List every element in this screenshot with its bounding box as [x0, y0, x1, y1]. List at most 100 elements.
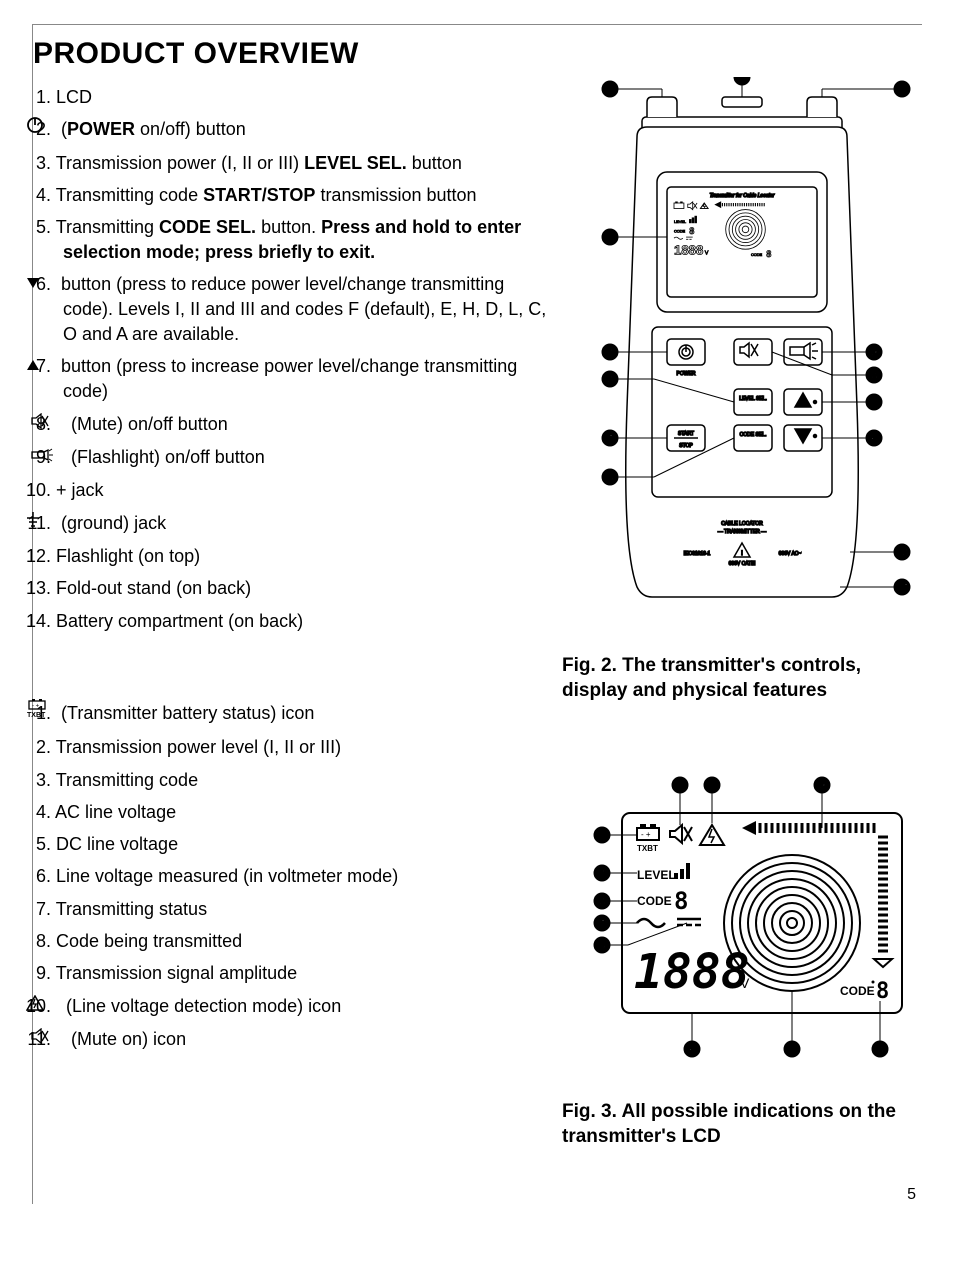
- item-text: + jack: [56, 480, 104, 500]
- svg-text:8: 8: [876, 979, 889, 1004]
- item-number: 9.: [33, 961, 51, 985]
- item-text: transmission button: [315, 185, 476, 205]
- svg-text:7: 7: [871, 397, 877, 409]
- svg-text:CABLE LOCATOR: CABLE LOCATOR: [721, 521, 763, 527]
- list-item: 5. Transmitting CODE SEL. button. Press …: [33, 215, 550, 264]
- svg-text:V: V: [705, 251, 709, 257]
- fig2-diagram: Transmitter for Cable Locator LEVEL CODE…: [562, 77, 922, 642]
- fig3-diagram: - + TXBT LEVEL CODE 8: [562, 773, 922, 1088]
- list-item: 8. (Mute) on/off button: [33, 412, 550, 437]
- item-text: button.: [256, 217, 321, 237]
- item-text: Transmission power (I, II or III): [56, 153, 304, 173]
- item-number: 4.: [33, 800, 51, 824]
- left-column: 1. LCD 2. (POWER on/off) button 3. Trans…: [33, 77, 550, 1150]
- svg-text:13: 13: [896, 547, 908, 559]
- item-text: DC line voltage: [56, 834, 178, 854]
- svg-text:6: 6: [871, 433, 877, 445]
- list-item: 13. Fold-out stand (on back): [33, 576, 550, 600]
- page-title: PRODUCT OVERVIEW: [33, 37, 922, 71]
- svg-text:CODE: CODE: [840, 984, 875, 998]
- item-text: Transmitting: [56, 217, 159, 237]
- item-text: (Transmitter battery status) icon: [61, 703, 314, 723]
- item-number: 6.: [33, 864, 51, 888]
- list-item: 3. Transmission power (I, II or III) LEV…: [33, 151, 550, 175]
- svg-text:LEVEL SEL.: LEVEL SEL.: [739, 396, 767, 402]
- item-text: Code being transmitted: [56, 931, 242, 951]
- list-item: 6. button (press to reduce power level/c…: [33, 272, 550, 346]
- svg-text:POWER: POWER: [677, 371, 696, 377]
- svg-text:8: 8: [689, 226, 694, 236]
- item-bold: POWER: [67, 119, 135, 139]
- page-number: 5: [907, 1186, 916, 1204]
- item-number: 10.: [33, 478, 51, 502]
- fig2-caption: Fig. 2. The transmitter's controls, disp…: [562, 654, 922, 703]
- svg-text:11: 11: [674, 780, 685, 792]
- svg-text:3: 3: [607, 374, 613, 386]
- svg-text:- +: - +: [641, 830, 651, 839]
- list-item: 11. (Mute on) icon: [33, 1027, 550, 1052]
- item-text: Transmission signal amplitude: [56, 963, 297, 983]
- item-text: (Line voltage detection mode) icon: [66, 996, 341, 1016]
- svg-text:4: 4: [599, 918, 605, 930]
- item-text: LCD: [56, 87, 92, 107]
- svg-text:2: 2: [607, 347, 613, 359]
- list-item: 9. Transmission signal amplitude: [33, 961, 550, 985]
- svg-text:10: 10: [896, 84, 908, 96]
- list-item: 4. Transmitting code START/STOP transmis…: [33, 183, 550, 207]
- svg-text:12: 12: [736, 77, 748, 84]
- svg-text:5: 5: [607, 472, 613, 484]
- item-number: 5.: [33, 832, 51, 856]
- svg-text:9: 9: [871, 347, 877, 359]
- item-text: button (press to increase power level/ch…: [61, 356, 517, 401]
- list-item: 2. (POWER on/off) button: [33, 117, 550, 142]
- svg-text:14: 14: [896, 582, 908, 594]
- list-item: 5. DC line voltage: [33, 832, 550, 856]
- svg-text:LEVEL: LEVEL: [637, 868, 676, 882]
- svg-text:TXBT: TXBT: [637, 844, 658, 853]
- item-number: 8.: [33, 929, 51, 953]
- item-text: Fold-out stand (on back): [56, 578, 251, 598]
- item-text: (ground) jack: [61, 513, 166, 533]
- list-item: 3. Transmitting code: [33, 768, 550, 792]
- list-item: 1. LCD: [33, 85, 550, 109]
- svg-text:— TRANSMITTER —: — TRANSMITTER —: [718, 529, 766, 535]
- item-text: Transmitting code: [56, 185, 203, 205]
- list-item: 1. - +TXBT (Transmitter battery status) …: [33, 701, 550, 727]
- svg-text:4: 4: [607, 433, 613, 445]
- list-item: 12. Flashlight (on top): [33, 544, 550, 568]
- item-number: 4.: [33, 183, 51, 207]
- item-number: 3.: [33, 151, 51, 175]
- svg-text:- +: - +: [32, 704, 40, 710]
- svg-text:3: 3: [599, 896, 605, 908]
- svg-text:5: 5: [599, 940, 605, 952]
- svg-text:1888: 1888: [674, 243, 703, 258]
- item-text: Transmission power level (I, II or III): [56, 737, 341, 757]
- svg-text:CODE SEL.: CODE SEL.: [740, 432, 767, 438]
- list-item: 10. + jack: [33, 478, 550, 502]
- svg-text:11: 11: [604, 84, 615, 96]
- svg-text:STOP: STOP: [679, 443, 693, 449]
- svg-text:9: 9: [819, 780, 825, 792]
- list-item: 7. button (press to increase power level…: [33, 354, 550, 404]
- svg-text:IEC61010-1: IEC61010-1: [684, 551, 711, 557]
- list-item: 14. Battery compartment (on back): [33, 609, 550, 633]
- svg-text:1: 1: [599, 830, 605, 842]
- item-text: Transmitting status: [56, 899, 207, 919]
- svg-text:CODE: CODE: [751, 253, 763, 257]
- item-number: 14.: [33, 609, 51, 633]
- item-number: 12.: [33, 544, 51, 568]
- list-item: 10. (Line voltage detection mode) icon: [33, 994, 550, 1019]
- svg-text:V: V: [740, 975, 750, 991]
- item-text: (Flashlight) on/off button: [71, 447, 265, 467]
- svg-text:600V CATIII: 600V CATIII: [729, 561, 756, 567]
- item-text: AC line voltage: [55, 802, 176, 822]
- item-number: 13.: [33, 576, 51, 600]
- lcd-list: 1. - +TXBT (Transmitter battery status) …: [33, 701, 550, 1053]
- item-text: Line voltage measured (in voltmeter mode…: [56, 866, 398, 886]
- item-text: button (press to reduce power level/chan…: [61, 274, 546, 344]
- item-number: 1.: [33, 85, 51, 109]
- svg-text:8: 8: [674, 887, 688, 915]
- item-text: Flashlight (on top): [56, 546, 200, 566]
- svg-text:600V AC~: 600V AC~: [779, 551, 802, 557]
- item-number: 2.: [33, 735, 51, 759]
